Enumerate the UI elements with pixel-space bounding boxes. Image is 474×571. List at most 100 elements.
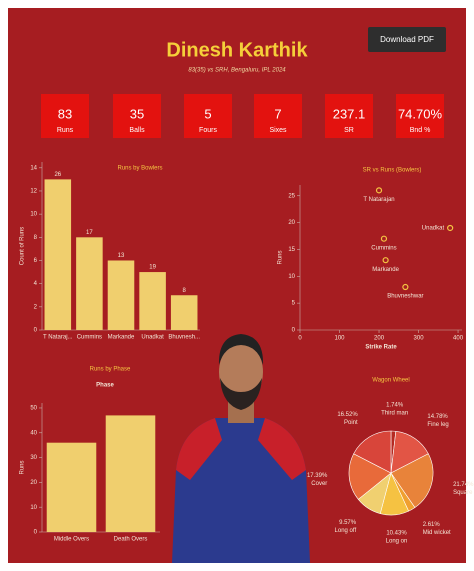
bar [170, 295, 198, 330]
data-label: 19 [149, 265, 156, 271]
slice-category-label: Point [344, 420, 358, 426]
slice-value-label: 16.52% [337, 412, 358, 418]
stat-label: SR [344, 127, 354, 134]
stat-label: Bnd % [410, 127, 431, 134]
x-tick-label: Cummins [77, 335, 102, 341]
scatter-point [375, 187, 383, 194]
stat-card [325, 94, 373, 138]
slice-category-label: Mid wicket [423, 530, 451, 536]
y-tick-label: 50 [30, 406, 37, 412]
data-label: 13 [118, 253, 125, 259]
pie-slice [348, 453, 392, 500]
stat-value: 83 [58, 106, 72, 121]
head [219, 342, 263, 402]
y-tick-label: 30 [30, 455, 37, 461]
stat-card [396, 94, 444, 138]
data-label: 17 [86, 230, 93, 236]
chart-title: Wagon Wheel [372, 378, 409, 384]
point-label: Cummins [371, 245, 396, 251]
y-tick-label: 20 [288, 220, 295, 226]
stat-label: Balls [129, 127, 145, 134]
scatter-point [447, 224, 454, 232]
slice-category-label: Fine leg [427, 422, 448, 428]
y-tick-label: 5 [292, 301, 296, 307]
y-tick-label: 6 [34, 258, 38, 264]
slice-value-label: 9.57% [339, 520, 357, 526]
stat-label: Sixes [269, 127, 287, 134]
y-tick-label: 8 [34, 235, 38, 241]
stat-card [254, 94, 302, 138]
point-label: Unadkat [422, 226, 445, 232]
x-tick-label: T Nataraj... [43, 335, 73, 341]
x-tick-label: Markande [108, 335, 135, 341]
button-label[interactable]: Download PDF [380, 35, 434, 44]
y-tick-label: 4 [34, 281, 38, 287]
slice-category-label: Cover [311, 481, 327, 487]
y-axis-label: Runs [20, 460, 26, 474]
stat-value: 7 [274, 106, 281, 121]
chart-title: SR vs Runs (Bowlers) [363, 168, 422, 174]
slice-category-label: Third man [381, 411, 408, 417]
y-tick-label: 15 [288, 247, 295, 253]
download-button[interactable]: Download PDF [368, 27, 446, 52]
slice-value-label: 10.43% [386, 530, 407, 536]
bar [105, 415, 156, 532]
y-tick-label: 25 [288, 193, 295, 199]
stat-label: Runs [57, 127, 74, 134]
stat-label: Fours [199, 127, 217, 134]
pie-slice [353, 430, 392, 474]
y-tick-label: 10 [288, 274, 295, 280]
y-axis-label: Count of Runs [20, 227, 26, 265]
stat-card [184, 94, 232, 138]
x-tick-label: Unadkat [141, 335, 164, 341]
slice-value-label: 17.39% [307, 473, 328, 479]
sleeve-right [258, 418, 306, 480]
slice-value-label: 2.61% [423, 522, 441, 528]
button-bg[interactable] [368, 27, 446, 52]
point-label: Markande [372, 267, 399, 273]
x-tick-label: 400 [453, 336, 464, 342]
data-label: 26 [54, 172, 61, 178]
x-tick-label: Middle Overs [54, 537, 89, 543]
y-tick-label: 10 [30, 212, 37, 218]
y-tick-label: 2 [34, 304, 38, 310]
bar [139, 272, 166, 330]
scatter-point [380, 235, 388, 242]
y-tick-label: 40 [30, 430, 37, 436]
y-tick-label: 10 [30, 505, 37, 511]
y-tick-label: 0 [34, 530, 38, 536]
y-axis-label: Runs [278, 250, 284, 264]
bar [44, 179, 72, 330]
stat-value: 74.70% [398, 106, 443, 121]
x-axis-label: Strike Rate [365, 345, 397, 351]
y-tick-label: 12 [30, 189, 37, 195]
data-label: 8 [183, 288, 187, 294]
player-name: Dinesh Karthik [166, 39, 308, 61]
beard [220, 378, 262, 410]
x-tick-label: Bhuvnesh... [168, 335, 200, 341]
chart-title: Runs by Bowlers [117, 166, 162, 172]
chart-subtitle: Phase [96, 383, 114, 389]
stat-value: 237.1 [333, 106, 366, 121]
x-tick-label: 200 [374, 336, 385, 342]
x-tick-label: 300 [414, 336, 425, 342]
point-label: Bhuvneshwar [387, 294, 423, 300]
slice-value-label: 1.74% [386, 403, 404, 409]
pie-slice [390, 453, 434, 508]
scatter-point [382, 257, 389, 264]
stat-cards: 83 Runs 35 Balls 5 Fours 7 Sixes 237.1 SR 74.70% Bn… [41, 94, 444, 138]
x-tick-label: 100 [335, 336, 346, 342]
slice-category-label: Long on [386, 538, 408, 544]
y-tick-label: 0 [34, 328, 38, 334]
y-tick-label: 14 [30, 165, 37, 171]
point-label: T Natarajan [363, 197, 394, 203]
sleeve-left [176, 418, 222, 480]
scatter-point [402, 283, 409, 291]
hair [218, 334, 264, 365]
slice-category-label: Square leg [453, 490, 474, 496]
bar [107, 260, 135, 330]
player-photo [172, 334, 310, 563]
x-tick-label: 0 [298, 336, 302, 342]
bar [46, 442, 97, 532]
